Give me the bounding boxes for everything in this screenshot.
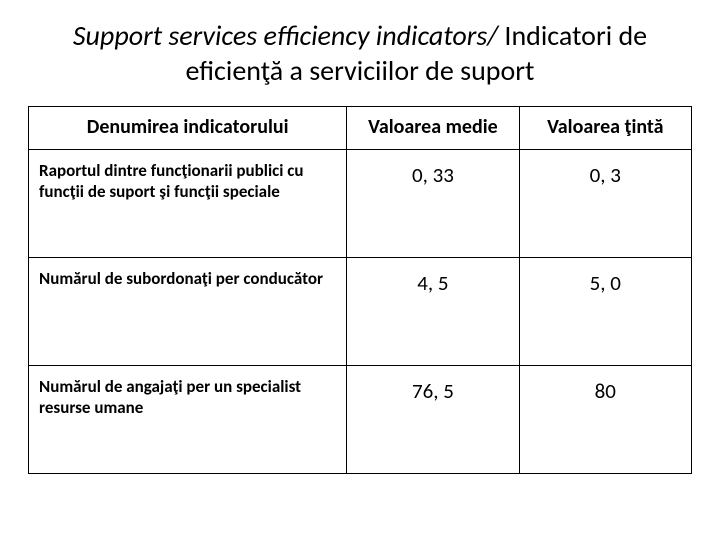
col-header-target: Valoarea ţintă — [519, 107, 691, 150]
indicator-cell: Raportul dintre funcţionarii publici cu … — [29, 150, 347, 258]
mean-cell: 76, 5 — [347, 366, 519, 474]
title-italic: Support services efficiency indicators/ — [73, 18, 498, 53]
col-header-indicator: Denumirea indicatorului — [29, 107, 347, 150]
indicator-cell: Numărul de subordonaţi per conducător — [29, 258, 347, 366]
indicator-cell: Numărul de angajaţi per un specialist re… — [29, 366, 347, 474]
table-row: Numărul de subordonaţi per conducător 4,… — [29, 258, 692, 366]
table-row: Numărul de angajaţi per un specialist re… — [29, 366, 692, 474]
slide-title: Support services efficiency indicators/ … — [28, 18, 692, 88]
mean-cell: 0, 33 — [347, 150, 519, 258]
indicators-table: Denumirea indicatorului Valoarea medie V… — [28, 106, 692, 474]
slide-container: Support services efficiency indicators/ … — [0, 0, 720, 540]
target-cell: 80 — [519, 366, 691, 474]
table-row: Raportul dintre funcţionarii publici cu … — [29, 150, 692, 258]
mean-cell: 4, 5 — [347, 258, 519, 366]
target-cell: 0, 3 — [519, 150, 691, 258]
target-cell: 5, 0 — [519, 258, 691, 366]
table-header-row: Denumirea indicatorului Valoarea medie V… — [29, 107, 692, 150]
col-header-mean: Valoarea medie — [347, 107, 519, 150]
